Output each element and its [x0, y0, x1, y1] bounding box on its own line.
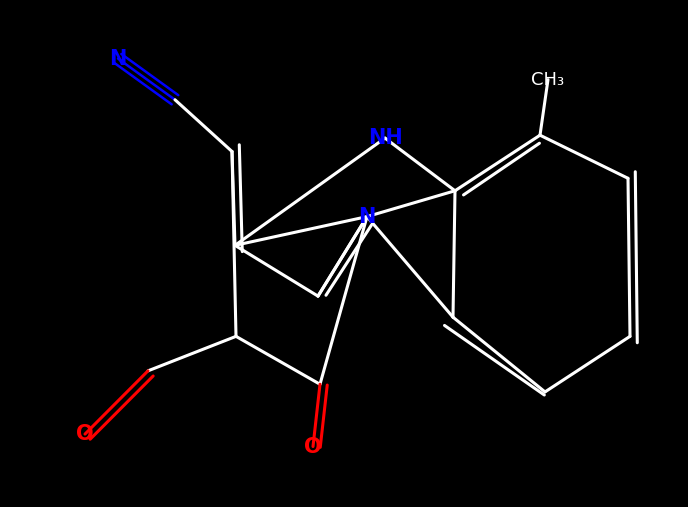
Text: NH: NH [367, 128, 402, 148]
Text: O: O [304, 437, 322, 456]
Text: N: N [358, 207, 376, 227]
Text: CH₃: CH₃ [531, 70, 565, 89]
Text: O: O [76, 424, 94, 444]
Text: N: N [109, 49, 127, 68]
